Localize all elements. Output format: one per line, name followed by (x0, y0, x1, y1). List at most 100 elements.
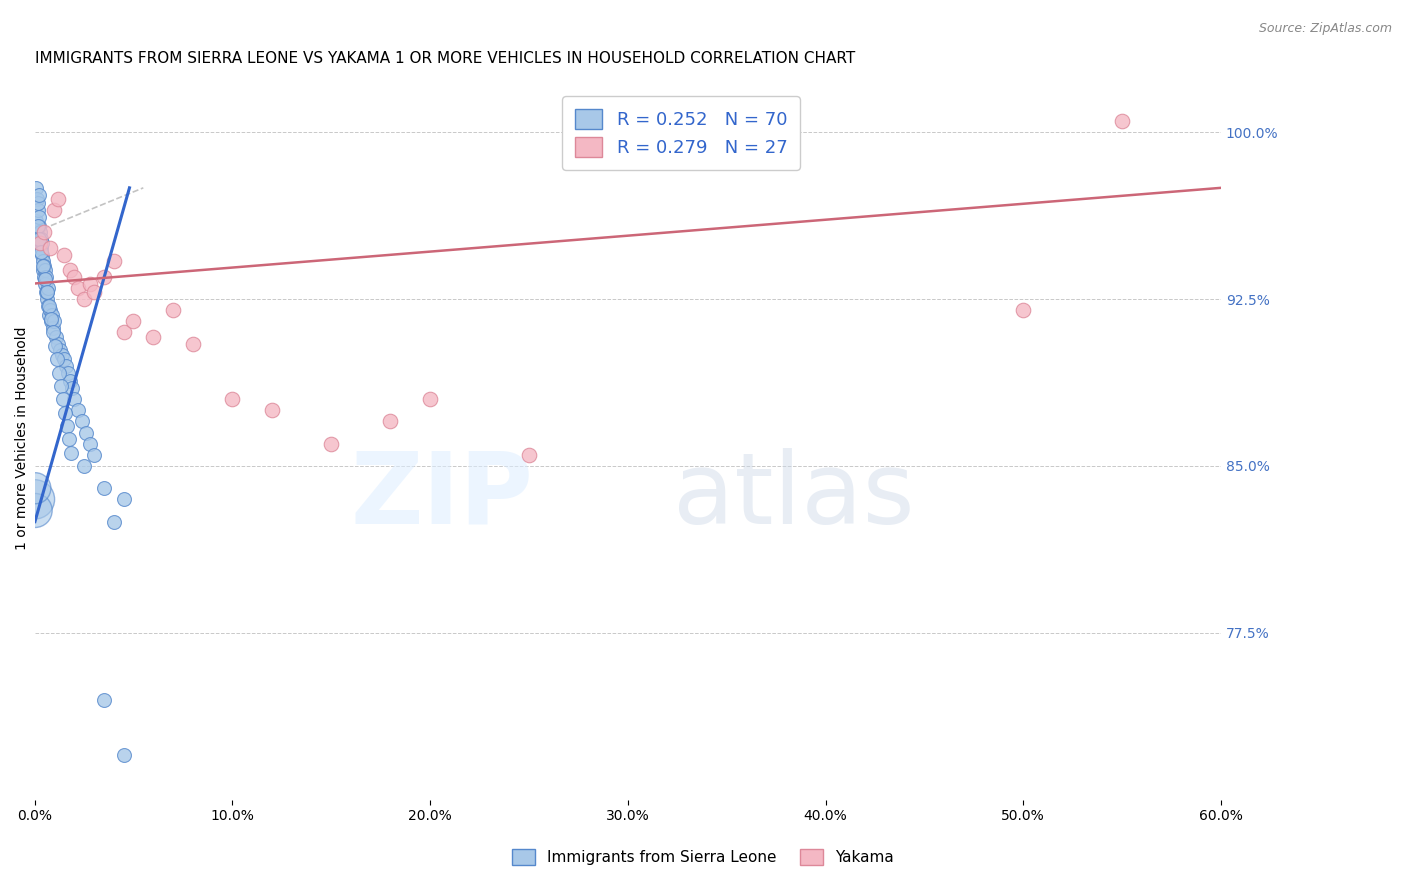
Point (27, 219, 49, 233)
Text: Source: ZipAtlas.com: Source: ZipAtlas.com (1258, 22, 1392, 36)
Point (35, 269, 58, 284)
Point (142, 330, 165, 344)
Point (24, 492, 46, 507)
Point (30, 236, 52, 251)
Point (60, 445, 83, 459)
Point (162, 303, 184, 318)
Point (37, 281, 59, 295)
Point (56, 418, 79, 433)
Point (30, 225, 52, 239)
Point (25, 192, 48, 206)
Point (221, 392, 243, 407)
Point (59, 375, 82, 389)
Point (27, 203, 49, 218)
Point (38, 308, 60, 322)
Point (24, 503, 46, 517)
Point (30, 245, 52, 260)
Point (67, 281, 90, 295)
Point (181, 336, 204, 351)
Point (419, 392, 441, 407)
Point (51, 379, 73, 393)
Point (39, 303, 62, 318)
Point (34, 263, 56, 277)
Point (41, 314, 63, 328)
Point (53, 406, 76, 420)
Point (34, 272, 56, 286)
Point (28, 210, 51, 224)
Point (79, 277, 101, 291)
Point (260, 403, 283, 417)
Point (112, 326, 135, 340)
Point (103, 515, 125, 529)
Point (46, 336, 69, 351)
Point (75, 425, 97, 440)
Point (1012, 303, 1035, 318)
Point (35, 292, 58, 306)
Point (39, 241, 62, 255)
Point (25, 225, 48, 239)
Point (79, 436, 101, 450)
Point (41, 308, 63, 322)
Point (59, 263, 82, 277)
Point (31, 247, 53, 261)
Point (73, 292, 96, 306)
Point (321, 436, 343, 450)
Point (1111, 114, 1133, 128)
Point (60, 381, 83, 395)
Y-axis label: 1 or more Vehicles in Household: 1 or more Vehicles in Household (15, 326, 30, 549)
Point (83, 448, 105, 462)
Point (38, 299, 60, 313)
Point (41, 312, 63, 326)
Point (56, 366, 79, 380)
Point (34, 269, 56, 284)
Point (24, 214, 46, 228)
Point (44, 339, 66, 353)
Point (37, 285, 59, 300)
Legend: R = 0.252   N = 70, R = 0.279   N = 27: R = 0.252 N = 70, R = 0.279 N = 27 (562, 96, 800, 169)
Point (42, 321, 65, 335)
Point (30, 241, 52, 255)
Point (93, 269, 115, 284)
Point (34, 225, 56, 239)
Point (44, 314, 66, 328)
Point (73, 458, 96, 473)
Point (31, 254, 53, 268)
Point (37, 285, 59, 300)
Point (25, 181, 48, 195)
Point (30, 236, 52, 251)
Point (67, 403, 90, 417)
Text: IMMIGRANTS FROM SIERRA LEONE VS YAKAMA 1 OR MORE VEHICLES IN HOUSEHOLD CORRELATI: IMMIGRANTS FROM SIERRA LEONE VS YAKAMA 1… (35, 51, 855, 66)
Point (103, 254, 125, 268)
Point (28, 232, 51, 246)
Point (24, 481, 46, 495)
Point (48, 366, 70, 380)
Point (70, 415, 93, 429)
Text: atlas: atlas (673, 448, 915, 544)
Point (30, 232, 52, 246)
Point (37, 299, 59, 313)
Point (42, 326, 65, 340)
Point (52, 392, 75, 407)
Point (53, 352, 76, 367)
Point (63, 392, 86, 407)
Point (45, 330, 67, 344)
Point (93, 481, 115, 495)
Point (46, 352, 69, 367)
Point (58, 432, 80, 446)
Point (83, 285, 105, 300)
Point (122, 314, 145, 328)
Point (27, 187, 49, 202)
Text: ZIP: ZIP (350, 448, 533, 544)
Point (44, 203, 66, 218)
Point (46, 192, 69, 206)
Point (32, 263, 55, 277)
Point (51, 348, 73, 362)
Point (93, 692, 115, 706)
Point (31, 236, 53, 251)
Point (517, 448, 540, 462)
Point (35, 285, 58, 300)
Point (55, 359, 77, 373)
Point (28, 219, 51, 233)
Point (32, 259, 55, 273)
Point (53, 247, 76, 261)
